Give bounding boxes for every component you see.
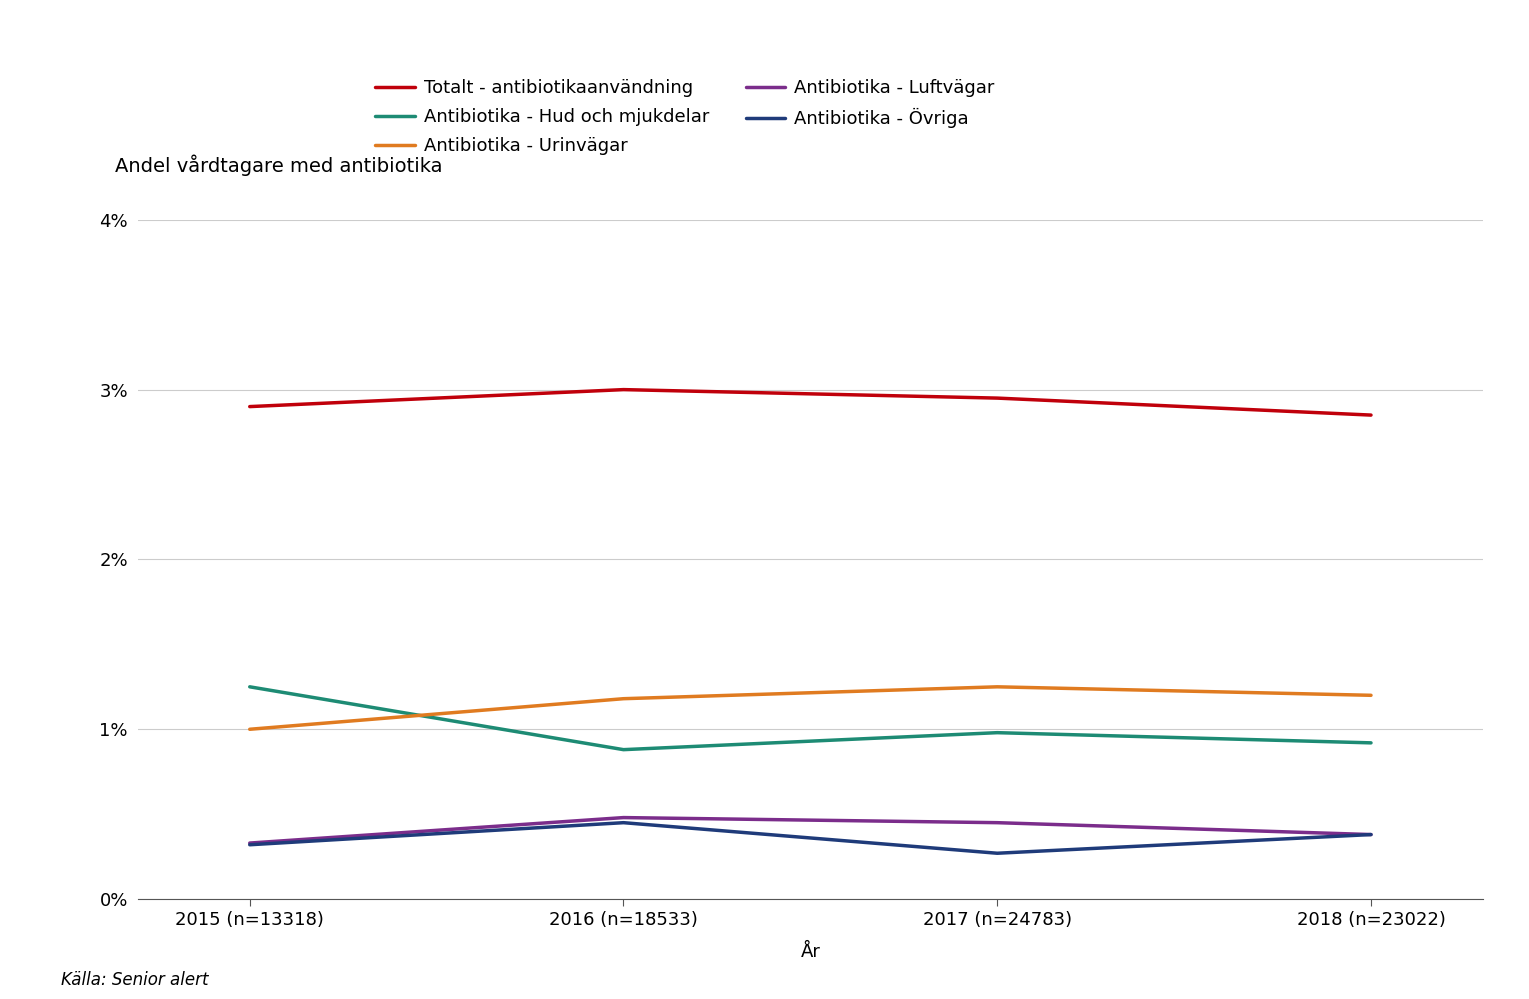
X-axis label: År: År [801, 943, 820, 961]
Antibiotika - Hud och mjukdelar [240, 681, 258, 693]
Antibiotika - Urinvägar [1362, 689, 1381, 701]
Line: Totalt - antibiotikaanvändning: Totalt - antibiotikaanvändning [249, 390, 1372, 416]
Line: Antibiotika - Hud och mjukdelar: Antibiotika - Hud och mjukdelar [249, 687, 1372, 749]
Antibiotika - Urinvägar [240, 723, 258, 735]
Line: Antibiotika - Övriga: Antibiotika - Övriga [249, 823, 1372, 853]
Line: Antibiotika - Urinvägar: Antibiotika - Urinvägar [249, 687, 1372, 729]
Antibiotika - Övriga [615, 817, 633, 829]
Totalt - antibiotikaanvändning [615, 384, 633, 396]
Antibiotika - Hud och mjukdelar [1362, 737, 1381, 749]
Antibiotika - Luftvägar [1362, 828, 1381, 840]
Antibiotika - Övriga [240, 839, 258, 851]
Totalt - antibiotikaanvändning [240, 401, 258, 413]
Line: Antibiotika - Luftvägar: Antibiotika - Luftvägar [249, 817, 1372, 843]
Legend: Totalt - antibiotikaanvändning, Antibiotika - Hud och mjukdelar, Antibiotika - U: Totalt - antibiotikaanvändning, Antibiot… [376, 79, 995, 155]
Antibiotika - Hud och mjukdelar [988, 726, 1006, 738]
Antibiotika - Övriga [1362, 828, 1381, 840]
Antibiotika - Urinvägar [615, 692, 633, 704]
Antibiotika - Övriga [988, 847, 1006, 859]
Antibiotika - Hud och mjukdelar [615, 743, 633, 755]
Totalt - antibiotikaanvändning [1362, 410, 1381, 422]
Antibiotika - Luftvägar [615, 811, 633, 823]
Text: Källa: Senior alert: Källa: Senior alert [61, 971, 208, 989]
Text: Andel vårdtagare med antibiotika: Andel vårdtagare med antibiotika [115, 155, 442, 177]
Antibiotika - Urinvägar [988, 681, 1006, 693]
Antibiotika - Luftvägar [240, 837, 258, 849]
Totalt - antibiotikaanvändning [988, 392, 1006, 404]
Antibiotika - Luftvägar [988, 817, 1006, 829]
